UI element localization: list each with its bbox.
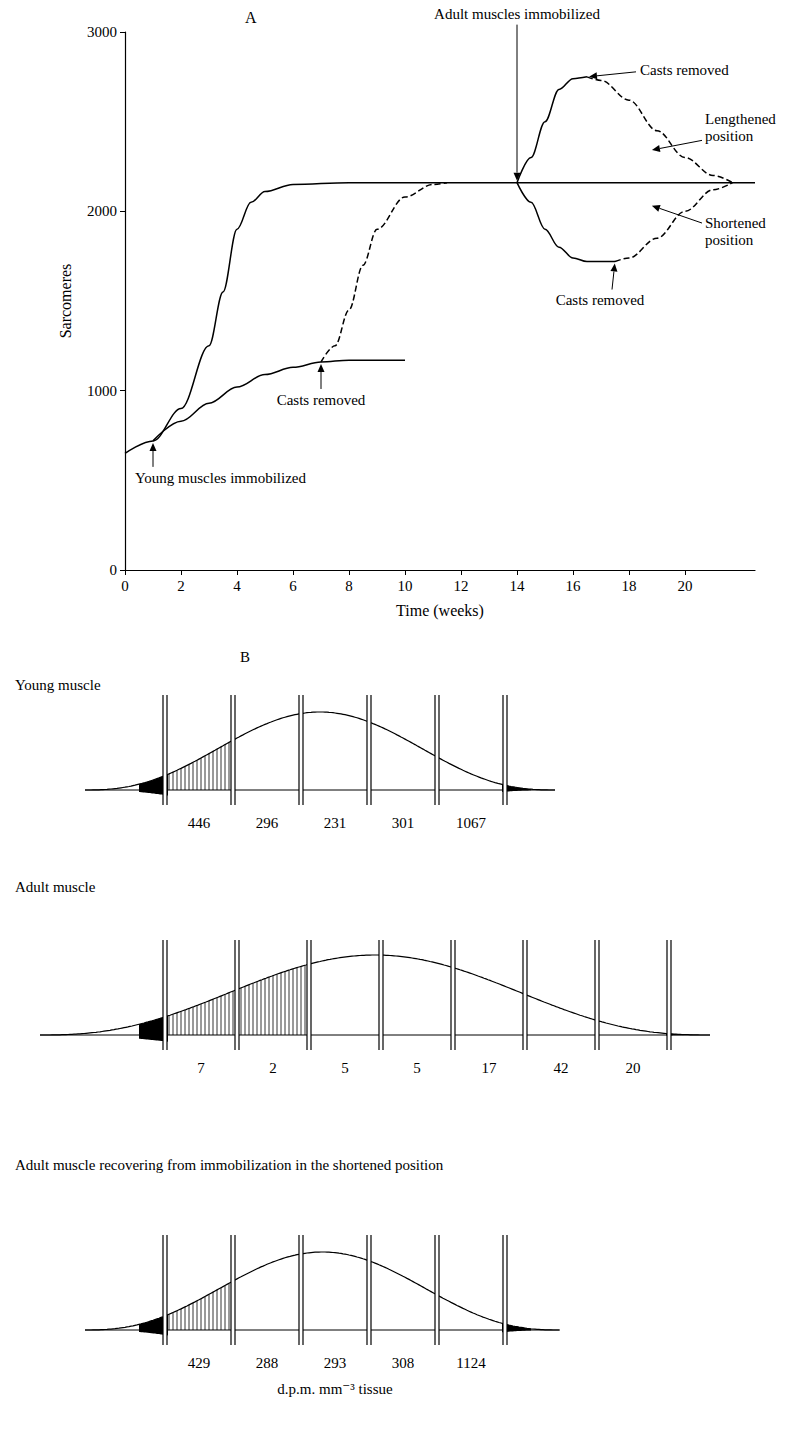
svg-text:0: 0: [110, 562, 118, 578]
svg-text:14: 14: [510, 578, 526, 594]
svg-text:Shortened: Shortened: [705, 215, 766, 231]
svg-text:position: position: [705, 128, 754, 144]
svg-text:429: 429: [188, 1355, 211, 1371]
svg-text:6: 6: [289, 578, 297, 594]
svg-text:4: 4: [233, 578, 241, 594]
svg-text:Casts removed: Casts removed: [277, 392, 366, 408]
svg-text:Lengthened: Lengthened: [705, 111, 776, 127]
svg-text:Young muscles immobilized: Young muscles immobilized: [135, 470, 306, 486]
svg-text:7: 7: [197, 1060, 205, 1076]
svg-text:3000: 3000: [87, 24, 117, 40]
svg-text:1067: 1067: [456, 815, 487, 831]
svg-text:42: 42: [554, 1060, 569, 1076]
svg-text:16: 16: [566, 578, 582, 594]
svg-text:296: 296: [256, 815, 279, 831]
svg-text:B: B: [240, 649, 250, 665]
svg-text:Young muscle: Young muscle: [15, 677, 101, 693]
svg-text:2000: 2000: [87, 203, 117, 219]
svg-text:18: 18: [622, 578, 637, 594]
svg-text:446: 446: [188, 815, 211, 831]
svg-text:Casts removed: Casts removed: [556, 292, 645, 308]
svg-text:A: A: [245, 9, 257, 26]
svg-text:5: 5: [341, 1060, 349, 1076]
svg-text:1000: 1000: [87, 383, 117, 399]
svg-text:8: 8: [345, 578, 353, 594]
svg-text:293: 293: [324, 1355, 347, 1371]
svg-text:301: 301: [392, 815, 415, 831]
svg-text:2: 2: [177, 578, 185, 594]
svg-text:12: 12: [454, 578, 469, 594]
svg-text:Time (weeks): Time (weeks): [396, 602, 484, 620]
svg-text:5: 5: [413, 1060, 421, 1076]
svg-text:position: position: [705, 232, 754, 248]
svg-text:Sarcomeres: Sarcomeres: [57, 264, 74, 339]
svg-text:288: 288: [256, 1355, 279, 1371]
svg-text:d.p.m. mm⁻³ tissue: d.p.m. mm⁻³ tissue: [277, 1381, 393, 1397]
svg-text:20: 20: [678, 578, 693, 594]
svg-text:231: 231: [324, 815, 347, 831]
svg-text:0: 0: [121, 578, 129, 594]
svg-text:2: 2: [269, 1060, 277, 1076]
svg-text:10: 10: [398, 578, 413, 594]
svg-text:Adult muscle recovering from i: Adult muscle recovering from immobilizat…: [15, 1157, 444, 1173]
svg-text:20: 20: [626, 1060, 641, 1076]
svg-text:17: 17: [482, 1060, 498, 1076]
svg-text:Adult muscle: Adult muscle: [15, 879, 96, 895]
svg-text:1124: 1124: [456, 1355, 486, 1371]
svg-text:Adult muscles immobilized: Adult muscles immobilized: [434, 6, 600, 22]
svg-text:Casts removed: Casts removed: [640, 62, 729, 78]
svg-text:308: 308: [392, 1355, 415, 1371]
